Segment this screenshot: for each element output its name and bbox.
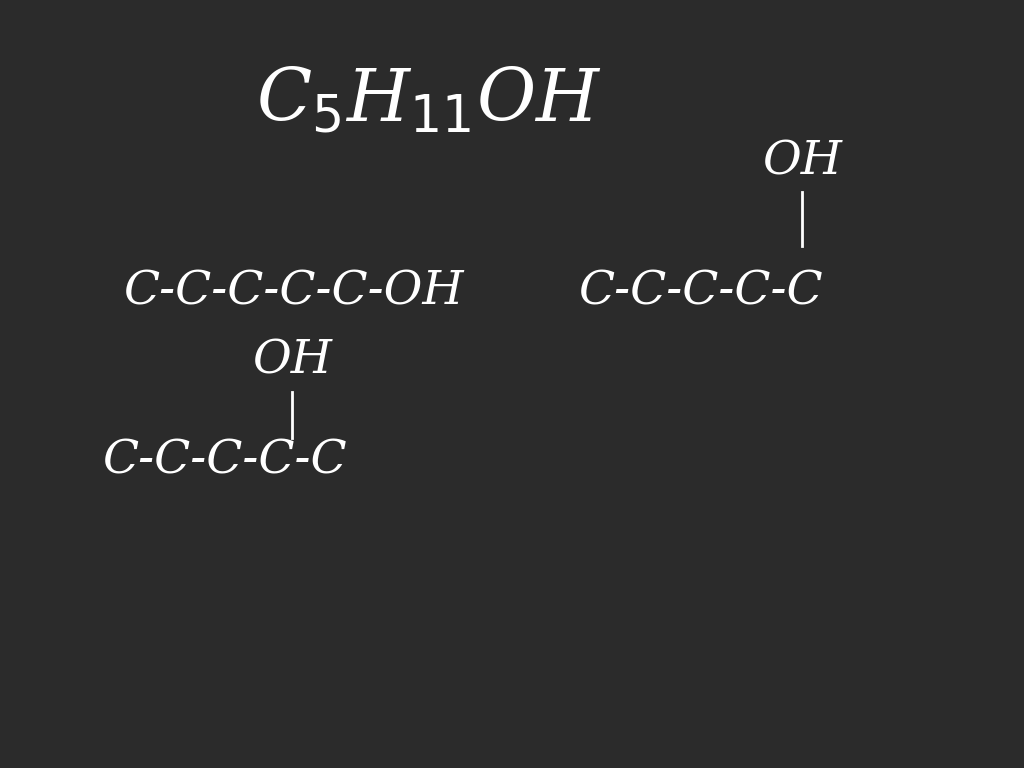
Text: C-C-C-C-C-OH: C-C-C-C-C-OH xyxy=(123,270,464,314)
Text: C-C-C-C-C: C-C-C-C-C xyxy=(102,439,347,483)
Text: C$_5$H$_{11}$OH: C$_5$H$_{11}$OH xyxy=(256,65,601,135)
Text: OH: OH xyxy=(252,339,332,384)
Text: OH: OH xyxy=(762,139,842,184)
Text: C-C-C-C-C: C-C-C-C-C xyxy=(579,270,823,314)
